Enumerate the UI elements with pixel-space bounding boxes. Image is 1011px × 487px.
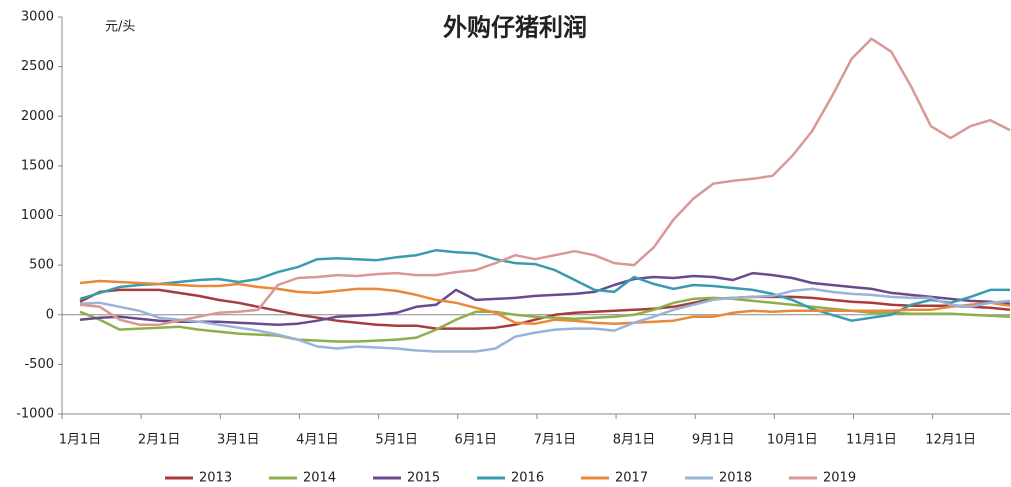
x-tick-label: 3月1日	[217, 433, 260, 448]
legend-label: 2014	[303, 471, 336, 486]
chart-title: 外购仔猪利润	[443, 13, 587, 42]
y-axis-label: 元/头	[105, 20, 135, 35]
series-line	[79, 271, 1011, 326]
y-tick-label: 500	[29, 258, 54, 273]
legend-label: 2017	[615, 471, 648, 486]
x-tick-label: 7月1日	[534, 433, 577, 448]
y-tick-label: 1000	[21, 208, 54, 223]
series-line	[79, 296, 1011, 343]
x-tick-label: 1月1日	[59, 433, 102, 448]
y-tick-label: 0	[46, 307, 54, 322]
series-line	[79, 287, 1011, 353]
y-tick-label: -500	[24, 357, 54, 372]
x-tick-label: 6月1日	[454, 433, 497, 448]
y-tick-label: 2500	[21, 59, 54, 74]
y-tick-label: 1500	[21, 158, 54, 173]
x-tick-label: 10月1日	[767, 433, 818, 448]
legend-label: 2018	[719, 471, 752, 486]
legend-label: 2019	[823, 471, 856, 486]
series-line	[79, 279, 1011, 325]
x-tick-label: 5月1日	[375, 433, 418, 448]
y-tick-label: 2000	[21, 109, 54, 124]
y-tick-label: -1000	[16, 407, 54, 422]
x-tick-label: 11月1日	[846, 433, 897, 448]
series-line	[79, 248, 1010, 322]
x-tick-label: 9月1日	[692, 433, 735, 448]
legend-label: 2013	[199, 471, 232, 486]
y-tick-label: 3000	[21, 10, 54, 25]
series-line	[79, 37, 1011, 326]
legend-label: 2015	[407, 471, 440, 486]
legend-label: 2016	[511, 471, 544, 486]
x-tick-label: 12月1日	[925, 433, 976, 448]
x-tick-label: 2月1日	[138, 433, 181, 448]
x-tick-label: 8月1日	[613, 433, 656, 448]
x-tick-label: 4月1日	[296, 433, 339, 448]
